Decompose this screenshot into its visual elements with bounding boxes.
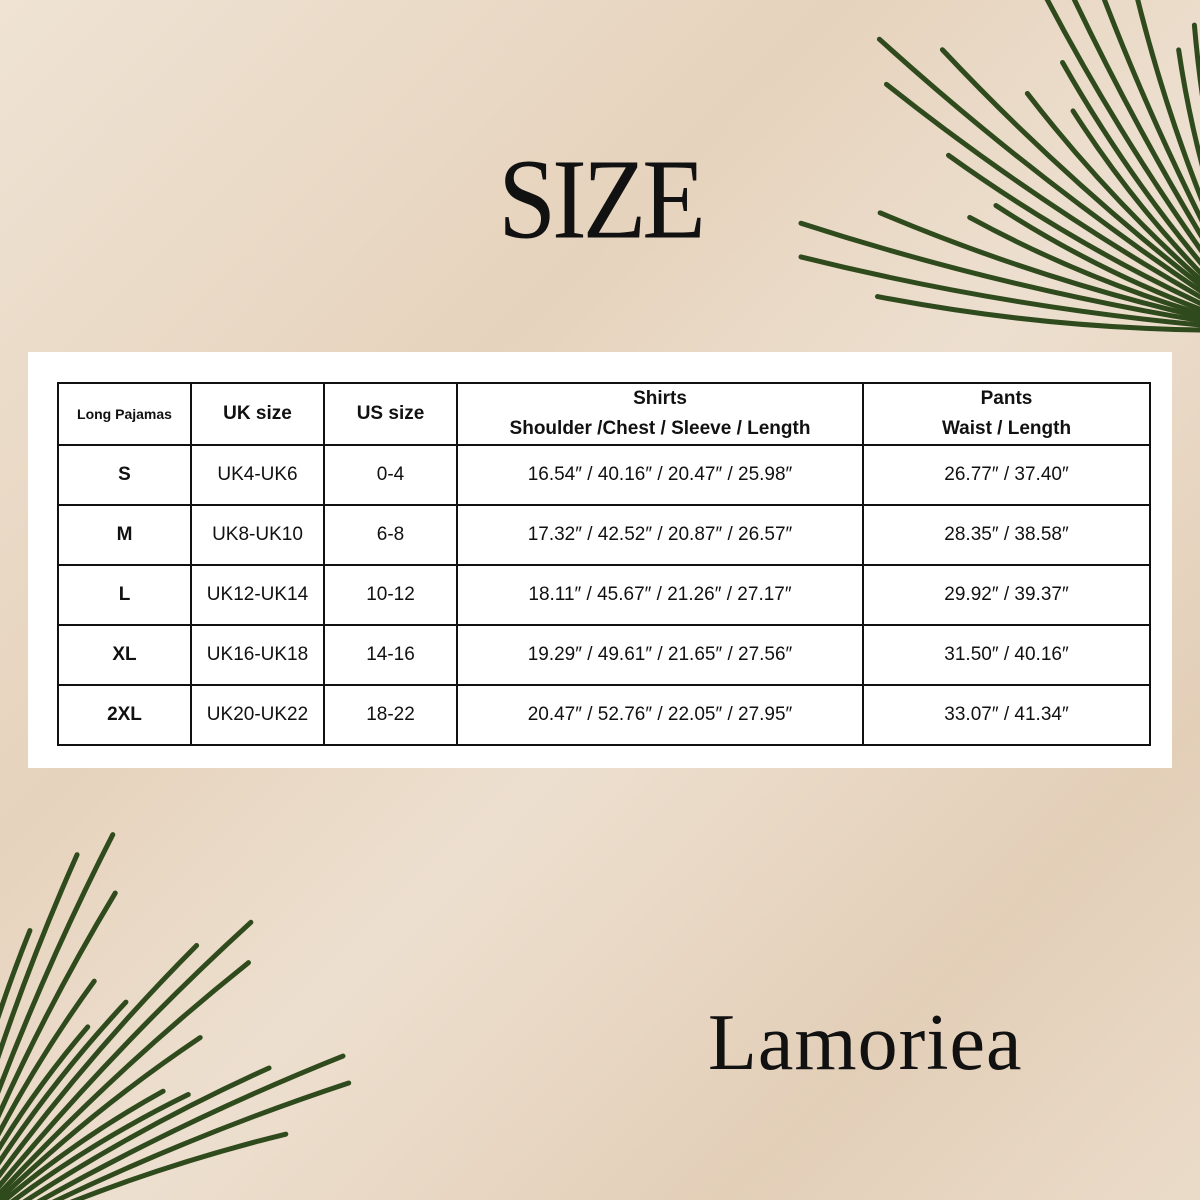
palm-leaf-blade (1070, 108, 1200, 276)
palm-leaf-blade (51, 1080, 352, 1200)
palm-leaf-blade (0, 978, 97, 1137)
cell-pant-measurements: 31.50″ / 40.16″ (862, 624, 1151, 686)
table-header-row: Long Pajamas UK size US size Shirts Shoul… (57, 382, 1151, 446)
palm-leaf-blade (0, 852, 80, 1060)
palm-leaf-blade (69, 1131, 289, 1200)
palm-leaf-blade (945, 152, 1200, 306)
cell-shirt-measurements: 20.47″ / 52.76″ / 22.05″ / 27.95″ (456, 684, 864, 746)
palm-leaf-blade (10, 1092, 191, 1200)
cell-shirt-measurements: 19.29″ / 49.61″ / 21.65″ / 27.56″ (456, 624, 864, 686)
palm-leaf-blade (798, 254, 1200, 328)
page-title: SIZE (498, 136, 706, 263)
size-table: Long Pajamas UK size US size Shirts Shoul… (57, 382, 1151, 746)
palm-leaf-blade (1, 1088, 166, 1200)
palm-leaf-blade (883, 81, 1200, 300)
cell-uk-size: UK16-UK18 (190, 624, 325, 686)
palm-leaf-blade (798, 220, 1200, 324)
palm-leaf-blade (1071, 0, 1200, 239)
cell-pant-measurements: 33.07″ / 41.34″ (862, 684, 1151, 746)
cell-uk-size: UK4-UK6 (190, 444, 325, 506)
cell-size: M (57, 504, 192, 566)
cell-shirt-measurements: 16.54″ / 40.16″ / 20.47″ / 25.98″ (456, 444, 864, 506)
palm-leaf-blade (0, 1024, 91, 1152)
palm-leaf-blade (874, 294, 1200, 333)
palm-leaf-blade (0, 919, 254, 1190)
palm-leaf-blade (877, 210, 1200, 320)
palm-leaf-blade (967, 214, 1200, 317)
palm-leaf-blade (1044, 0, 1200, 254)
table-row: M UK8-UK10 6-8 17.32″ / 42.52″ / 20.87″ / 2… (57, 504, 1151, 566)
header-pants: Pants Waist / Length (862, 382, 1151, 446)
header-us-size: US size (323, 382, 458, 446)
header-shirts-title: Shirts (633, 388, 687, 409)
cell-shirt-measurements: 17.32″ / 42.52″ / 20.87″ / 26.57″ (456, 504, 864, 566)
cell-size: 2XL (57, 684, 192, 746)
palm-leaf-blade (0, 890, 118, 1119)
header-pants-sub: Waist / Length (941, 418, 1072, 439)
cell-us-size: 14-16 (323, 624, 458, 686)
palm-leaf-blade (993, 203, 1200, 312)
brand-logo: Lamoriea (708, 999, 1023, 1087)
size-chart-panel: Long Pajamas UK size US size Shirts Shoul… (28, 352, 1172, 768)
cell-uk-size: UK8-UK10 (190, 504, 325, 566)
palm-leaf-blade (0, 928, 33, 1020)
palm-leaf-blade (0, 942, 200, 1179)
header-long-pajamas: Long Pajamas (57, 382, 192, 446)
cell-size: XL (57, 624, 192, 686)
palm-leaf-blade (0, 960, 251, 1197)
palm-leaf-blade (1101, 0, 1200, 223)
palm-leaf-blade (36, 1053, 346, 1200)
header-pants-title: Pants (980, 388, 1033, 409)
header-shirts-sub: Shoulder /Chest / Sleeve / Length (509, 418, 811, 439)
palm-leaf-blade (22, 1065, 272, 1200)
cell-us-size: 0-4 (323, 444, 458, 506)
cell-pant-measurements: 28.35″ / 38.58″ (862, 504, 1151, 566)
table-row: S UK4-UK6 0-4 16.54″ / 40.16″ / 20.47″ / 25… (57, 444, 1151, 506)
palm-leaf-blade (1135, 0, 1200, 203)
cell-uk-size: UK20-UK22 (190, 684, 325, 746)
cell-us-size: 18-22 (323, 684, 458, 746)
palm-leaf-blade (1024, 90, 1200, 283)
palm-leaf-blade (1060, 59, 1200, 266)
palm-leaf-blade (1176, 47, 1200, 167)
cell-us-size: 6-8 (323, 504, 458, 566)
palm-leaf-blade (876, 36, 1200, 294)
cell-uk-size: UK12-UK14 (190, 564, 325, 626)
table-row: 2XL UK20-UK22 18-22 20.47″ / 52.76″ / 22.05… (57, 684, 1151, 746)
palm-leaf-blade (0, 1035, 203, 1200)
palm-leaf-blade (1191, 22, 1200, 97)
header-shirts: Shirts Shoulder /Chest / Sleeve / Length (456, 382, 864, 446)
header-uk-size: UK size (190, 382, 325, 446)
palm-leaf-blade (0, 832, 116, 1094)
palm-leaf-blade (0, 999, 129, 1166)
palm-leaf-blade (939, 47, 1200, 288)
cell-pant-measurements: 29.92″ / 39.37″ (862, 564, 1151, 626)
cell-size: S (57, 444, 192, 506)
cell-us-size: 10-12 (323, 564, 458, 626)
cell-pant-measurements: 26.77″ / 37.40″ (862, 444, 1151, 506)
table-row: XL UK16-UK18 14-16 19.29″ / 49.61″ / 21.65″… (57, 624, 1151, 686)
cell-shirt-measurements: 18.11″ / 45.67″ / 21.26″ / 27.17″ (456, 564, 864, 626)
cell-size: L (57, 564, 192, 626)
table-row: L UK12-UK14 10-12 18.11″ / 45.67″ / 21.26″ … (57, 564, 1151, 626)
